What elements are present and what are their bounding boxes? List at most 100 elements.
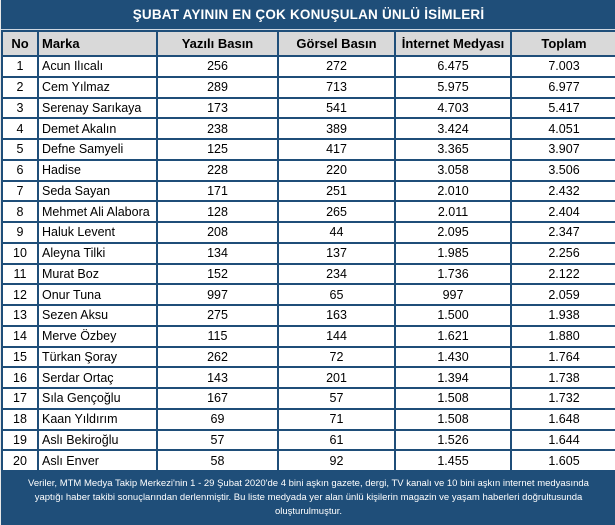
cell-toplam: 5.417 xyxy=(510,96,615,120)
table-row: 13 Sezen Aksu 275 163 1.500 1.938 xyxy=(1,304,615,327)
cell-celebrity-name: Onur Tuna xyxy=(37,283,158,306)
cell-toplam: 1.880 xyxy=(510,324,615,348)
cell-gorsel-basin: 61 xyxy=(277,428,396,452)
cell-internet-medyasi: 3.365 xyxy=(394,138,512,161)
cell-internet-medyasi: 1.526 xyxy=(394,428,512,452)
cell-rank: 13 xyxy=(1,304,39,327)
cell-gorsel-basin: 72 xyxy=(277,345,396,369)
cell-internet-medyasi: 1.394 xyxy=(394,366,512,389)
cell-internet-medyasi: 1.985 xyxy=(394,241,512,265)
table-row: 5 Defne Samyeli 125 417 3.365 3.907 xyxy=(1,138,615,161)
cell-celebrity-name: Seda Sayan xyxy=(37,179,158,203)
cell-internet-medyasi: 3.058 xyxy=(394,158,512,182)
cell-toplam: 2.256 xyxy=(510,241,615,265)
cell-gorsel-basin: 92 xyxy=(277,449,396,472)
cell-yazili-basin: 997 xyxy=(156,283,279,306)
cell-internet-medyasi: 1.621 xyxy=(394,324,512,348)
table-row: 20 Aslı Enver 58 92 1.455 1.605 xyxy=(1,449,615,472)
cell-internet-medyasi: 6.475 xyxy=(394,55,512,78)
cell-internet-medyasi: 1.508 xyxy=(394,407,512,431)
source-note-line-2: yaptığı haber takibi sonuçlarından derle… xyxy=(34,492,583,503)
col-header-gorsel-basin: Görsel Basın xyxy=(277,30,396,57)
cell-yazili-basin: 115 xyxy=(156,324,279,348)
cell-yazili-basin: 134 xyxy=(156,241,279,265)
cell-toplam: 3.907 xyxy=(510,138,615,161)
col-header-no: No xyxy=(1,30,39,57)
table-row: 17 Sıla Gençoğlu 167 57 1.508 1.732 xyxy=(1,387,615,410)
table-row: 12 Onur Tuna 997 65 997 2.059 xyxy=(1,283,615,306)
table-row: 1 Acun Ilıcalı 256 272 6.475 7.003 xyxy=(1,55,615,78)
cell-rank: 16 xyxy=(1,366,39,389)
cell-toplam: 6.977 xyxy=(510,75,615,99)
cell-rank: 3 xyxy=(1,96,39,120)
cell-gorsel-basin: 541 xyxy=(277,96,396,120)
cell-toplam: 1.764 xyxy=(510,345,615,369)
cell-internet-medyasi: 3.424 xyxy=(394,117,512,140)
cell-gorsel-basin: 234 xyxy=(277,262,396,286)
cell-celebrity-name: Merve Özbey xyxy=(37,324,158,348)
cell-internet-medyasi: 1.455 xyxy=(394,449,512,472)
cell-celebrity-name: Türkan Şoray xyxy=(37,345,158,369)
cell-internet-medyasi: 5.975 xyxy=(394,75,512,99)
table-row: 4 Demet Akalın 238 389 3.424 4.051 xyxy=(1,117,615,140)
cell-gorsel-basin: 65 xyxy=(277,283,396,306)
cell-celebrity-name: Murat Boz xyxy=(37,262,158,286)
cell-gorsel-basin: 44 xyxy=(277,221,396,244)
celebrity-table: No Marka Yazılı Basın Görsel Basın İnter… xyxy=(1,30,615,472)
cell-yazili-basin: 125 xyxy=(156,138,279,161)
table-row: 6 Hadise 228 220 3.058 3.506 xyxy=(1,158,615,182)
cell-celebrity-name: Aslı Enver xyxy=(37,449,158,472)
cell-yazili-basin: 208 xyxy=(156,221,279,244)
source-note-line-1: Veriler, MTM Medya Takip Merkezi'nin 1 -… xyxy=(28,478,589,489)
cell-toplam: 1.938 xyxy=(510,304,615,327)
table-row: 2 Cem Yılmaz 289 713 5.975 6.977 xyxy=(1,75,615,99)
cell-yazili-basin: 143 xyxy=(156,366,279,389)
cell-rank: 2 xyxy=(1,75,39,99)
cell-yazili-basin: 256 xyxy=(156,55,279,78)
cell-gorsel-basin: 144 xyxy=(277,324,396,348)
cell-celebrity-name: Aslı Bekiroğlu xyxy=(37,428,158,452)
table-row: 3 Serenay Sarıkaya 173 541 4.703 5.417 xyxy=(1,96,615,120)
cell-rank: 10 xyxy=(1,241,39,265)
cell-rank: 8 xyxy=(1,200,39,223)
cell-celebrity-name: Acun Ilıcalı xyxy=(37,55,158,78)
cell-celebrity-name: Cem Yılmaz xyxy=(37,75,158,99)
table-row: 15 Türkan Şoray 262 72 1.430 1.764 xyxy=(1,345,615,369)
table-row: 10 Aleyna Tilki 134 137 1.985 2.256 xyxy=(1,241,615,265)
cell-rank: 11 xyxy=(1,262,39,286)
cell-rank: 9 xyxy=(1,221,39,244)
table-row: 9 Haluk Levent 208 44 2.095 2.347 xyxy=(1,221,615,244)
cell-gorsel-basin: 389 xyxy=(277,117,396,140)
cell-gorsel-basin: 201 xyxy=(277,366,396,389)
cell-celebrity-name: Demet Akalın xyxy=(37,117,158,140)
cell-internet-medyasi: 997 xyxy=(394,283,512,306)
table-row: 16 Serdar Ortaç 143 201 1.394 1.738 xyxy=(1,366,615,389)
cell-internet-medyasi: 2.011 xyxy=(394,200,512,223)
cell-toplam: 1.644 xyxy=(510,428,615,452)
cell-rank: 4 xyxy=(1,117,39,140)
cell-yazili-basin: 171 xyxy=(156,179,279,203)
cell-rank: 5 xyxy=(1,138,39,161)
cell-celebrity-name: Sıla Gençoğlu xyxy=(37,387,158,410)
cell-rank: 6 xyxy=(1,158,39,182)
cell-rank: 17 xyxy=(1,387,39,410)
cell-yazili-basin: 167 xyxy=(156,387,279,410)
source-note-line-3: oluşturulmuştur. xyxy=(274,506,343,517)
cell-internet-medyasi: 2.095 xyxy=(394,221,512,244)
col-header-yazili-basin: Yazılı Basın xyxy=(156,30,279,57)
cell-celebrity-name: Serenay Sarıkaya xyxy=(37,96,158,120)
cell-rank: 18 xyxy=(1,407,39,431)
cell-yazili-basin: 238 xyxy=(156,117,279,140)
cell-yazili-basin: 152 xyxy=(156,262,279,286)
cell-toplam: 1.732 xyxy=(510,387,615,410)
cell-toplam: 1.738 xyxy=(510,366,615,389)
cell-toplam: 1.605 xyxy=(510,449,615,472)
cell-celebrity-name: Mehmet Ali Alabora xyxy=(37,200,158,223)
cell-yazili-basin: 69 xyxy=(156,407,279,431)
cell-yazili-basin: 128 xyxy=(156,200,279,223)
cell-rank: 15 xyxy=(1,345,39,369)
cell-gorsel-basin: 163 xyxy=(277,304,396,327)
cell-toplam: 2.347 xyxy=(510,221,615,244)
table-row: 18 Kaan Yıldırım 69 71 1.508 1.648 xyxy=(1,407,615,431)
